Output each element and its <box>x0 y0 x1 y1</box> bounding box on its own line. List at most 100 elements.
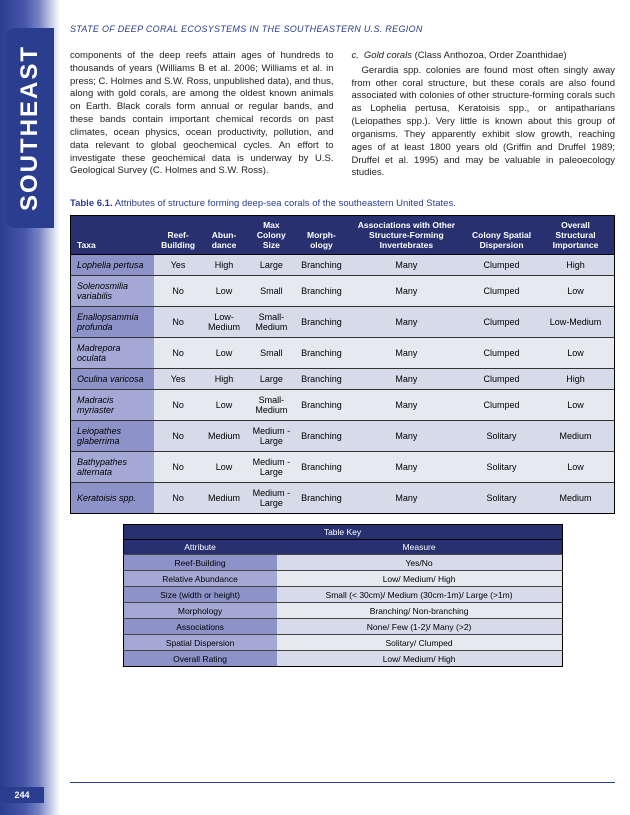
cell-morph: Branching <box>296 369 346 390</box>
key-row: Spatial DispersionSolitary/ Clumped <box>123 635 562 651</box>
cell-assoc: Many <box>347 421 467 452</box>
subsection-head: c. Gold corals (Class Anthozoa, Order Zo… <box>352 50 616 63</box>
key-head-meas: Measure <box>277 540 562 555</box>
cell-size: Large <box>246 255 296 276</box>
cell-taxa: Madracis myriaster <box>71 390 155 421</box>
cell-disp: Clumped <box>466 369 537 390</box>
key-attr: Spatial Dispersion <box>123 635 277 651</box>
col-taxa: Taxa <box>71 216 155 255</box>
col-disp: Colony Spatial Dispersion <box>466 216 537 255</box>
cell-reef: No <box>154 307 201 338</box>
cell-assoc: Many <box>347 452 467 483</box>
key-head-attr: Attribute <box>123 540 277 555</box>
key-attr: Reef-Building <box>123 555 277 571</box>
cell-disp: Clumped <box>466 255 537 276</box>
page-number: 244 <box>0 787 44 803</box>
key-measure: None/ Few (1-2)/ Many (>2) <box>277 619 562 635</box>
cell-morph: Branching <box>296 452 346 483</box>
subsection-letter: c. <box>352 50 359 63</box>
table-row: Keratoisis spp.NoMediumMedium -LargeBran… <box>71 483 615 514</box>
key-attr: Relative Abundance <box>123 571 277 587</box>
table-caption: Table 6.1. Attributes of structure formi… <box>70 198 615 209</box>
cell-abun: Medium <box>202 421 247 452</box>
cell-reef: No <box>154 421 201 452</box>
cell-abun: High <box>202 255 247 276</box>
cell-taxa: Enallopsammia profunda <box>71 307 155 338</box>
cell-abun: Medium <box>202 483 247 514</box>
cell-disp: Solitary <box>466 483 537 514</box>
table-row: Bathypathes alternataNo Low Medium -LargeB… <box>71 452 615 483</box>
page-content: components of the deep reefs attain ages… <box>70 50 615 667</box>
cell-size: Small <box>246 276 296 307</box>
subsection-paren: (Class Anthozoa, Order Zoanthidae) <box>415 50 567 61</box>
cell-taxa: Solenosmilia variabilis <box>71 276 155 307</box>
cell-overall: Low <box>537 390 615 421</box>
cell-abun: High <box>202 369 247 390</box>
key-row: AssociationsNone/ Few (1-2)/ Many (>2) <box>123 619 562 635</box>
table-row: Madracis myriasterNoLowSmall-MediumBranc… <box>71 390 615 421</box>
cell-overall: Low <box>537 276 615 307</box>
cell-assoc: Many <box>347 369 467 390</box>
cell-disp: Clumped <box>466 276 537 307</box>
table-row: Oculina varicosaYesHighLargeBranchingMan… <box>71 369 615 390</box>
coral-attributes-table: Taxa Reef-Building Abun-dance Max Colony… <box>70 215 615 514</box>
cell-morph: Branching <box>296 276 346 307</box>
right-column-text: Gerardia spp. colonies are found most of… <box>352 65 616 180</box>
key-title: Table Key <box>123 525 562 540</box>
key-row: Reef-BuildingYes/No <box>123 555 562 571</box>
cell-morph: Branching <box>296 255 346 276</box>
cell-taxa: Lophelia pertusa <box>71 255 155 276</box>
col-size: Max Colony Size <box>246 216 296 255</box>
cell-assoc: Many <box>347 390 467 421</box>
cell-reef: No <box>154 483 201 514</box>
table-header-row: Taxa Reef-Building Abun-dance Max Colony… <box>71 216 615 255</box>
cell-reef: Yes <box>154 255 201 276</box>
cell-overall: Medium <box>537 421 615 452</box>
key-attr: Overall Rating <box>123 651 277 667</box>
table-caption-text: Attributes of structure forming deep-sea… <box>115 198 456 209</box>
cell-reef: Yes <box>154 369 201 390</box>
left-column: components of the deep reefs attain ages… <box>70 50 334 180</box>
cell-assoc: Many <box>347 255 467 276</box>
table-row: Leiopathes glaberrimaNoMediumMedium -Lar… <box>71 421 615 452</box>
cell-taxa: Madrepora oculata <box>71 338 155 369</box>
running-title: STATE OF DEEP CORAL ECOSYSTEMS IN THE SO… <box>70 24 423 34</box>
right-column: c. Gold corals (Class Anthozoa, Order Zo… <box>352 50 616 180</box>
cell-reef: No <box>154 452 201 483</box>
side-tab: SOUTHEAST <box>6 28 54 228</box>
cell-abun: Low <box>202 390 247 421</box>
cell-overall: Medium <box>537 483 615 514</box>
cell-overall: Low <box>537 452 615 483</box>
cell-reef: No <box>154 276 201 307</box>
cell-reef: No <box>154 390 201 421</box>
cell-taxa: Keratoisis spp. <box>71 483 155 514</box>
cell-size: Small-Medium <box>246 307 296 338</box>
cell-overall: Low <box>537 338 615 369</box>
cell-morph: Branching <box>296 390 346 421</box>
cell-taxa: Leiopathes glaberrima <box>71 421 155 452</box>
key-measure: Low/ Medium/ High <box>277 571 562 587</box>
cell-taxa: Bathypathes alternata <box>71 452 155 483</box>
tab-label-text: SOUTHEAST <box>16 45 44 211</box>
cell-overall: High <box>537 369 615 390</box>
cell-morph: Branching <box>296 421 346 452</box>
key-measure: Yes/No <box>277 555 562 571</box>
key-row: MorphologyBranching/ Non-branching <box>123 603 562 619</box>
cell-disp: Clumped <box>466 307 537 338</box>
cell-abun: Low <box>202 276 247 307</box>
key-row: Size (width or height)Small (< 30cm)/ Me… <box>123 587 562 603</box>
key-attr: Associations <box>123 619 277 635</box>
cell-assoc: Many <box>347 483 467 514</box>
table-row: Madrepora oculataNoLowSmallBranchingMany… <box>71 338 615 369</box>
cell-size: Medium -Large <box>246 452 296 483</box>
cell-assoc: Many <box>347 307 467 338</box>
col-morph: Morph-ology <box>296 216 346 255</box>
col-overall: Overall Structural Importance <box>537 216 615 255</box>
col-abun: Abun-dance <box>202 216 247 255</box>
key-measure: Branching/ Non-branching <box>277 603 562 619</box>
cell-assoc: Many <box>347 338 467 369</box>
cell-disp: Solitary <box>466 452 537 483</box>
table-row: Enallopsammia profundaNoLow-MediumSmall-… <box>71 307 615 338</box>
subsection-title: Gold corals <box>364 50 412 61</box>
cell-size: Small-Medium <box>246 390 296 421</box>
